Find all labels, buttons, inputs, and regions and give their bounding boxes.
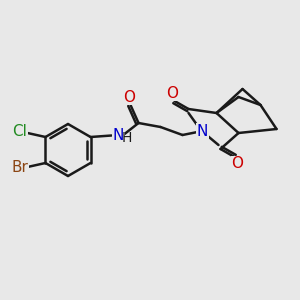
Text: O: O — [232, 157, 244, 172]
Text: O: O — [124, 89, 136, 104]
Text: Cl: Cl — [12, 124, 27, 140]
Text: O: O — [167, 85, 178, 100]
Text: N: N — [113, 128, 124, 142]
Text: N: N — [197, 124, 208, 139]
Text: Br: Br — [11, 160, 28, 175]
Text: H: H — [121, 131, 132, 145]
